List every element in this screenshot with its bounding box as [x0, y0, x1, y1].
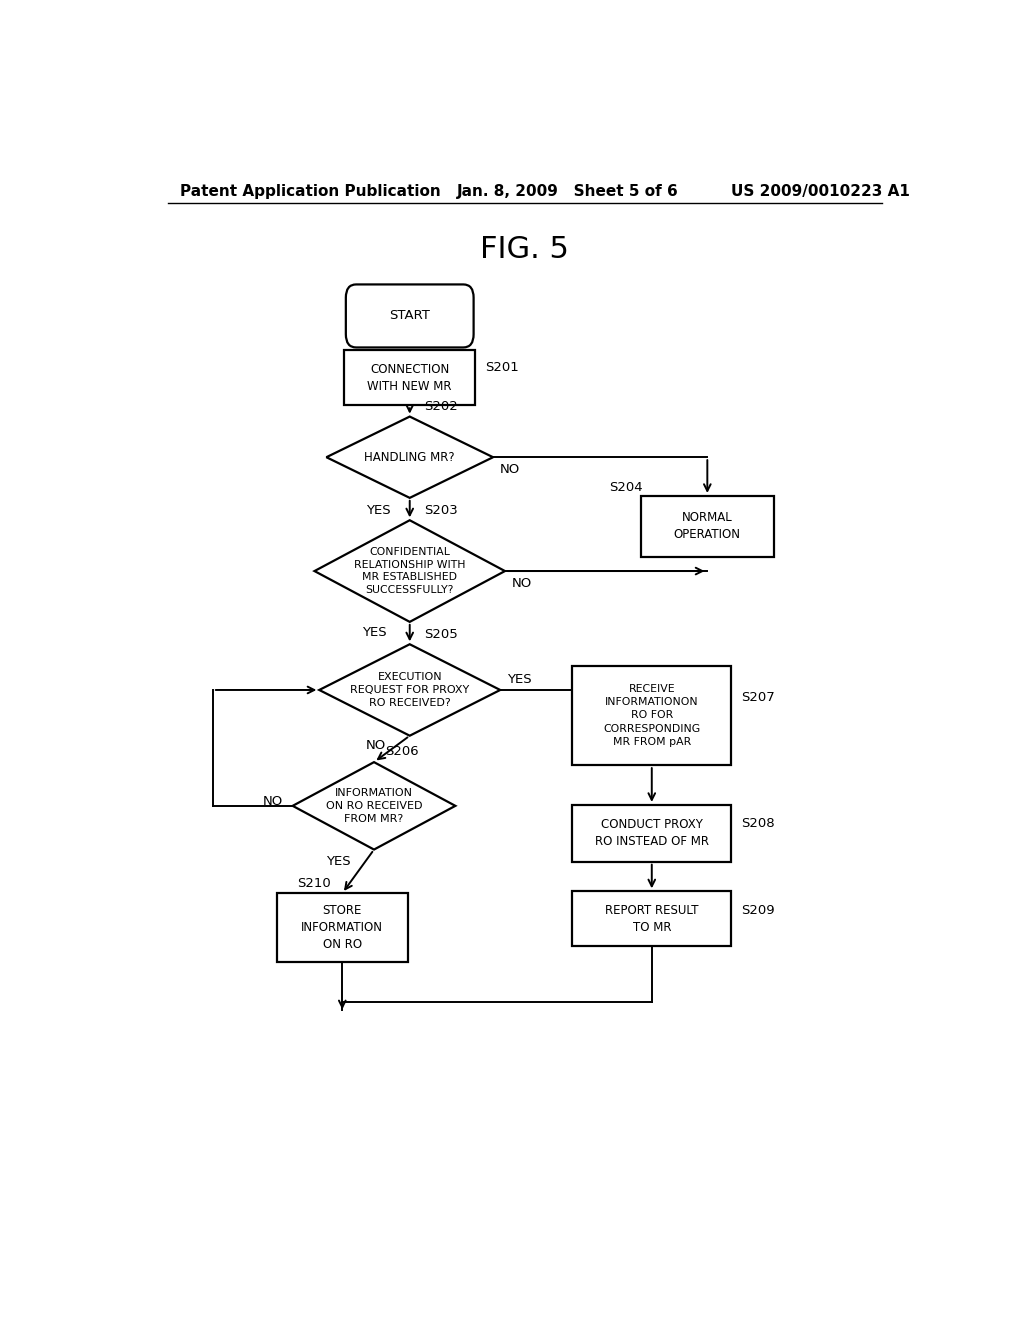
Text: NO: NO: [511, 577, 531, 590]
Text: FIG. 5: FIG. 5: [480, 235, 569, 264]
Text: NORMAL
OPERATION: NORMAL OPERATION: [674, 511, 740, 541]
Polygon shape: [314, 520, 505, 622]
Bar: [641, 496, 774, 557]
Text: S208: S208: [740, 817, 774, 830]
Text: S207: S207: [740, 690, 774, 704]
Text: S203: S203: [424, 503, 458, 516]
Text: S209: S209: [740, 904, 774, 917]
Bar: [572, 805, 731, 862]
Text: STORE
INFORMATION
ON RO: STORE INFORMATION ON RO: [301, 904, 383, 952]
Text: CONFIDENTIAL
RELATIONSHIP WITH
MR ESTABLISHED
SUCCESSFULLY?: CONFIDENTIAL RELATIONSHIP WITH MR ESTABL…: [354, 546, 466, 595]
Text: HANDLING MR?: HANDLING MR?: [365, 450, 455, 463]
Text: US 2009/0010223 A1: US 2009/0010223 A1: [731, 185, 910, 199]
Text: NO: NO: [367, 739, 386, 752]
Text: S205: S205: [424, 627, 458, 640]
Bar: [344, 351, 475, 405]
Text: NO: NO: [500, 463, 519, 477]
Text: RECEIVE
INFORMATIONON
RO FOR
CORRESPONDING
MR FROM pAR: RECEIVE INFORMATIONON RO FOR CORRESPONDI…: [603, 684, 700, 747]
Text: NO: NO: [262, 795, 283, 808]
Text: YES: YES: [362, 626, 387, 639]
Bar: [572, 891, 731, 946]
Polygon shape: [327, 417, 494, 498]
Bar: [276, 894, 408, 962]
Text: Patent Application Publication: Patent Application Publication: [179, 185, 440, 199]
Text: S202: S202: [424, 400, 458, 413]
Text: S204: S204: [609, 482, 642, 494]
Polygon shape: [319, 644, 500, 735]
Text: REPORT RESULT
TO MR: REPORT RESULT TO MR: [605, 904, 698, 933]
Text: CONNECTION
WITH NEW MR: CONNECTION WITH NEW MR: [368, 363, 452, 393]
Text: YES: YES: [507, 673, 531, 686]
Text: Jan. 8, 2009   Sheet 5 of 6: Jan. 8, 2009 Sheet 5 of 6: [458, 185, 679, 199]
Text: INFORMATION
ON RO RECEIVED
FROM MR?: INFORMATION ON RO RECEIVED FROM MR?: [326, 788, 422, 824]
Text: EXECUTION
REQUEST FOR PROXY
RO RECEIVED?: EXECUTION REQUEST FOR PROXY RO RECEIVED?: [350, 672, 469, 708]
Polygon shape: [293, 762, 456, 850]
Text: YES: YES: [327, 855, 351, 869]
Text: YES: YES: [367, 503, 391, 516]
Text: S201: S201: [484, 362, 518, 375]
Text: CONDUCT PROXY
RO INSTEAD OF MR: CONDUCT PROXY RO INSTEAD OF MR: [595, 818, 709, 849]
Text: START: START: [389, 309, 430, 322]
Bar: [572, 665, 731, 766]
FancyBboxPatch shape: [346, 284, 474, 347]
Text: S206: S206: [385, 746, 419, 759]
Text: S210: S210: [297, 876, 331, 890]
